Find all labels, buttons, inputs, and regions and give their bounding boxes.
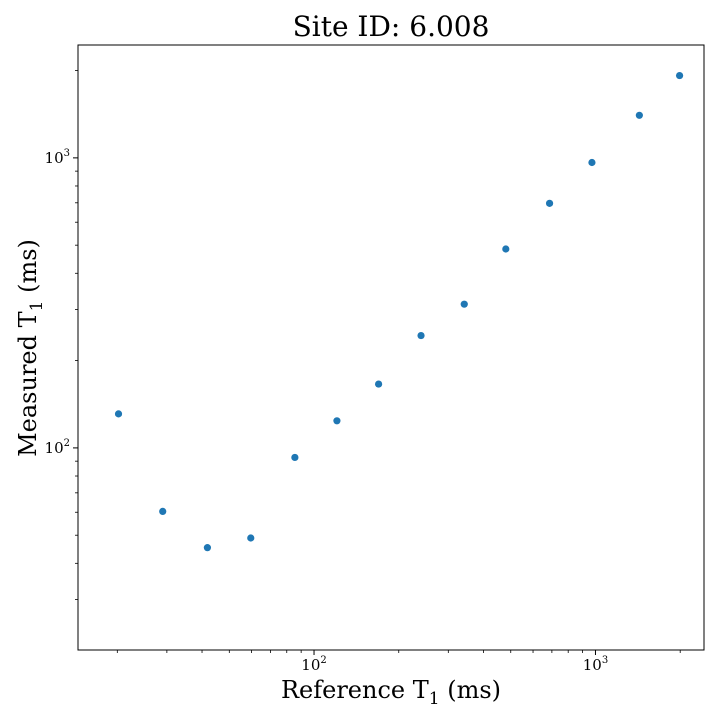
data-point: [545, 199, 554, 207]
y-axis-label-unit: (ms): [14, 239, 42, 300]
data-point: [588, 158, 596, 167]
y-axis-label: Measured T1 (ms): [14, 239, 47, 457]
y-tick-label: 103: [45, 148, 70, 167]
data-point: [635, 111, 643, 119]
x-axis-label-unit: (ms): [440, 676, 501, 704]
data-point: [333, 417, 341, 425]
data-point: [502, 245, 510, 253]
x-axis-label: Reference T1 (ms): [281, 676, 501, 709]
y-axis-ticks: 102 103: [45, 70, 78, 600]
x-tick-label: 102: [301, 655, 326, 674]
y-tick-label: 102: [45, 438, 70, 457]
x-tick-label: 103: [583, 655, 608, 674]
x-axis-label-main: Reference T: [281, 676, 429, 704]
x-axis-label-subscript: 1: [429, 689, 440, 709]
data-point: [114, 410, 123, 418]
data-points: [114, 71, 684, 552]
plot-area: [77, 44, 705, 651]
data-point: [374, 380, 383, 388]
data-point: [291, 453, 299, 462]
y-axis-label-subscript: 1: [27, 301, 47, 312]
y-axis-label-main: Measured T: [14, 311, 42, 457]
data-point: [247, 534, 255, 542]
chart-title: Site ID: 6.008: [293, 10, 490, 43]
data-point: [417, 331, 425, 340]
x-axis-ticks: 102 103: [116, 650, 681, 674]
data-point: [203, 544, 212, 552]
data-point: [460, 300, 468, 308]
data-point: [159, 507, 167, 516]
data-point: [675, 71, 684, 80]
